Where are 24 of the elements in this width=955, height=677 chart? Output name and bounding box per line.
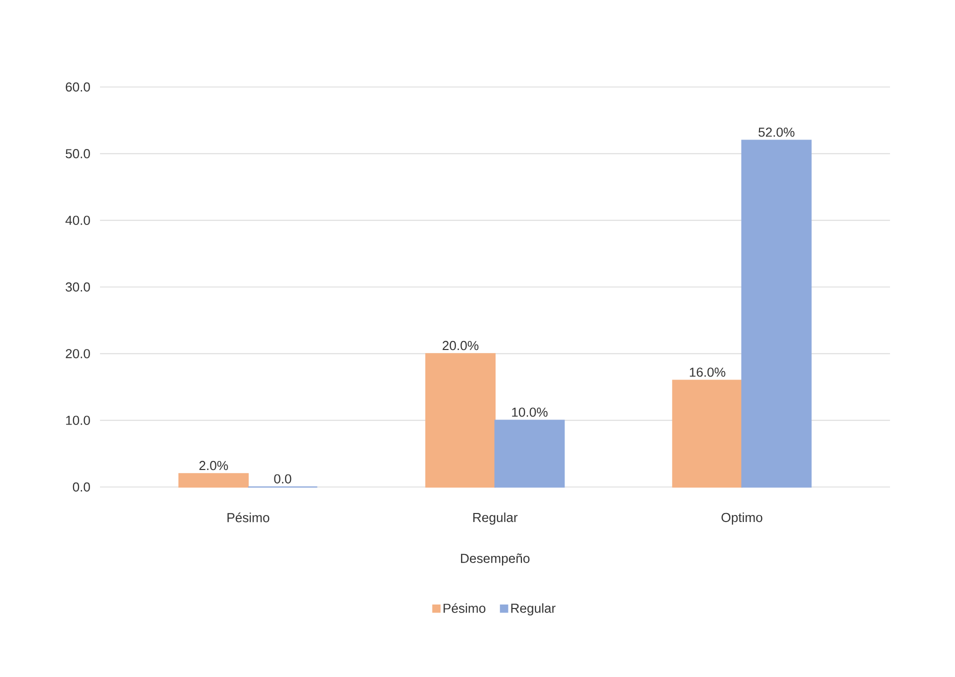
y-tick-label: 60.0 bbox=[66, 82, 90, 92]
bar bbox=[178, 473, 249, 488]
y-tick-label: 40.0 bbox=[65, 216, 90, 225]
y-tick-label: 0.0 bbox=[72, 482, 90, 492]
data-label: 16.0% bbox=[690, 368, 726, 377]
bar bbox=[425, 353, 496, 488]
legend-label: Regular bbox=[511, 603, 556, 616]
data-label: 20.0% bbox=[442, 340, 478, 350]
x-tick-label: Optimo bbox=[722, 512, 762, 525]
x-tick-label: Regular bbox=[473, 512, 518, 525]
y-tick-label: 50.0 bbox=[66, 149, 90, 158]
y-tick-label: 20.0 bbox=[66, 349, 90, 358]
data-label: 10.0% bbox=[512, 408, 548, 417]
legend-label: Pésimo bbox=[444, 603, 486, 613]
data-label: 2.0% bbox=[199, 460, 228, 470]
bar bbox=[672, 380, 742, 488]
bar bbox=[741, 140, 812, 488]
x-tick-label: Pésimo bbox=[228, 512, 270, 522]
y-tick-label: 30.0 bbox=[66, 282, 90, 292]
data-label: 52.0% bbox=[758, 128, 794, 137]
data-label: 0.0 bbox=[274, 474, 292, 484]
bar bbox=[494, 420, 565, 488]
x-axis-title: Desempeño bbox=[461, 554, 530, 566]
y-tick-label: 10.0 bbox=[66, 416, 90, 425]
